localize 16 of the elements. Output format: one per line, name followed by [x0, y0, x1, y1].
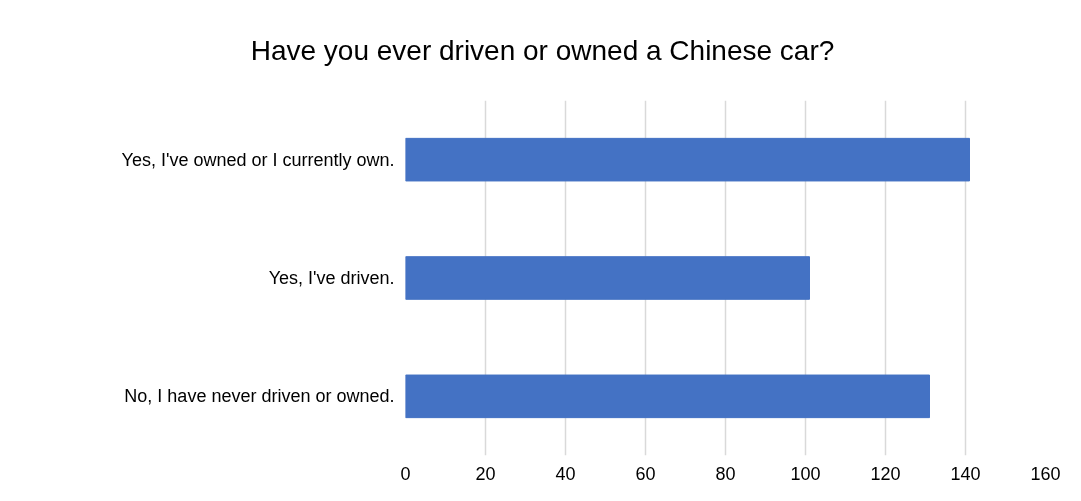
x-tick-label: 0: [400, 463, 411, 484]
x-tick-label: 160: [1030, 463, 1061, 484]
bar: [405, 374, 930, 419]
x-tick-label: 140: [950, 463, 981, 484]
y-tick-label: No, I have never driven or owned.: [124, 386, 395, 407]
y-tick-label: Yes, I've driven.: [268, 268, 395, 288]
x-tick-label: 20: [475, 463, 496, 484]
y-tick-label: Yes, I've owned or I currently own.: [121, 149, 395, 170]
x-tick-label: 40: [555, 463, 576, 484]
x-tick-label: 80: [715, 463, 736, 484]
x-tick-label: 100: [790, 463, 821, 484]
bar: [405, 137, 970, 182]
chart-title: Have you ever driven or owned a Chinese car?: [249, 34, 836, 68]
bar: [405, 256, 810, 300]
x-tick-label: 60: [635, 463, 656, 484]
x-tick-label: 120: [870, 463, 901, 484]
